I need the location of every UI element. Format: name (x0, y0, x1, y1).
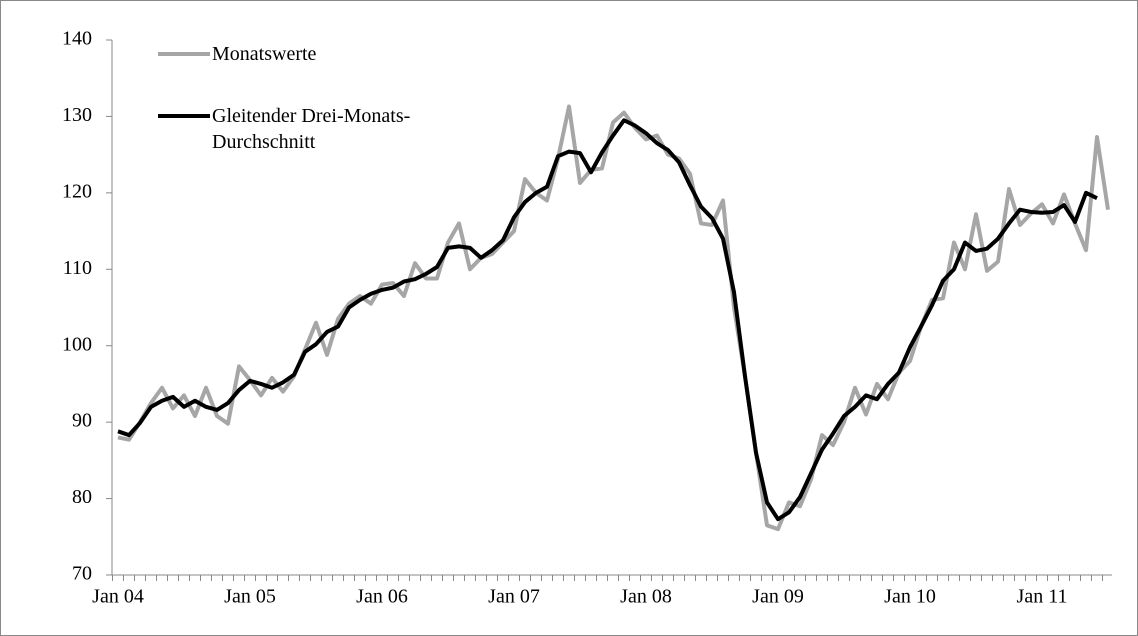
x-tick-label: Jan 08 (620, 586, 672, 608)
y-tick-label: 80 (72, 486, 92, 508)
legend-label: Monatswerte (212, 43, 317, 65)
legend-label: Gleitender Drei-Monats-Durchschnitt (212, 105, 411, 153)
x-tick-label: Jan 07 (488, 586, 540, 608)
y-tick-label: 140 (62, 28, 92, 50)
y-tick-label: 110 (63, 257, 92, 279)
x-tick-label: Jan 06 (356, 586, 408, 608)
x-tick-label: Jan 05 (224, 586, 276, 608)
series-line (117, 118, 1098, 522)
series-line (117, 104, 1110, 532)
x-tick-label: Jan 11 (1017, 586, 1068, 608)
x-tick-label: Jan 10 (884, 586, 936, 608)
x-tick-label: Jan 09 (752, 586, 804, 608)
y-tick-label: 70 (72, 563, 92, 585)
y-tick-label: 100 (62, 333, 92, 355)
y-tick-label: 130 (62, 104, 92, 126)
y-tick-label: 120 (62, 180, 92, 202)
x-tick-label: Jan 04 (92, 586, 144, 608)
y-tick-label: 90 (72, 410, 92, 432)
